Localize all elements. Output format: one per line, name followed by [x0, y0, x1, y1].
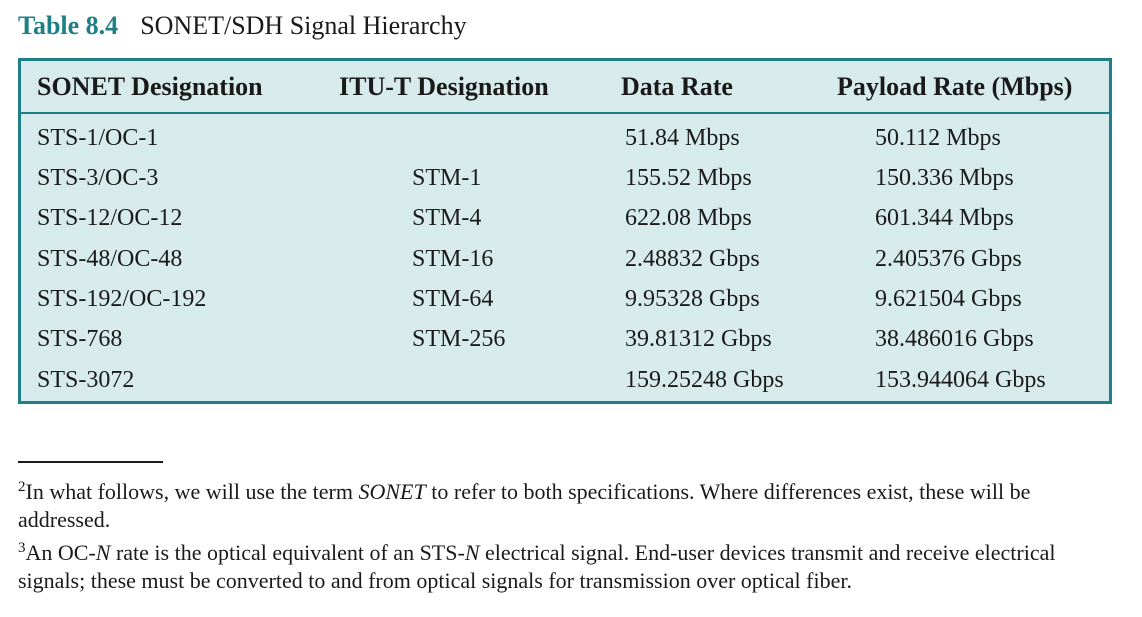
cell-payload-rate: 50.112 Mbps — [875, 125, 1001, 151]
cell-sonet-designation: STS-3/OC-3 — [37, 165, 159, 191]
header-sonet-designation: SONET Designation — [37, 72, 263, 101]
header-payload-rate: Payload Rate (Mbps) — [837, 72, 1073, 101]
table-row: STS-12/OC-12 STM-4 622.08 Mbps 601.344 M… — [21, 198, 1109, 238]
cell-itu-t-designation: STM-1 — [412, 165, 482, 191]
table-row: STS-3072 159.25248 Gbps 153.944064 Gbps — [21, 360, 1109, 400]
cell-itu-t-designation: STM-4 — [412, 205, 482, 231]
cell-itu-t-designation: STM-64 — [412, 286, 494, 312]
footnote-divider — [18, 461, 163, 463]
header-itu-t-designation: ITU-T Designation — [339, 72, 549, 101]
table-caption-label: Table 8.4 — [18, 11, 119, 40]
table-row: STS-192/OC-192 STM-64 9.95328 Gbps 9.621… — [21, 279, 1109, 319]
table-row: STS-768 STM-256 39.81312 Gbps 38.486016 … — [21, 319, 1109, 359]
cell-data-rate: 51.84 Mbps — [625, 125, 740, 151]
footnote-3-part3: electrical signal. End-user devices tran… — [18, 540, 1056, 593]
footnote-3-n1: N — [95, 540, 111, 565]
table-header-row: SONET Designation ITU-T Designation Data… — [21, 61, 1109, 114]
footnote-3-part2: rate is the optical equivalent of an STS… — [110, 540, 465, 565]
footnote-2-number: 2 — [18, 479, 26, 495]
footnote-3-n2: N — [464, 540, 480, 565]
table-row: STS-3/OC-3 STM-1 155.52 Mbps 150.336 Mbp… — [21, 158, 1109, 198]
cell-data-rate: 9.95328 Gbps — [625, 286, 760, 312]
cell-payload-rate: 38.486016 Gbps — [875, 326, 1034, 352]
footnote-3-number: 3 — [18, 540, 26, 556]
cell-sonet-designation: STS-768 — [37, 326, 123, 352]
cell-payload-rate: 2.405376 Gbps — [875, 246, 1022, 272]
signal-hierarchy-table: SONET Designation ITU-T Designation Data… — [18, 58, 1112, 404]
cell-sonet-designation: STS-192/OC-192 — [37, 286, 207, 312]
cell-data-rate: 159.25248 Gbps — [625, 367, 784, 393]
cell-payload-rate: 150.336 Mbps — [875, 165, 1014, 191]
cell-data-rate: 622.08 Mbps — [625, 205, 752, 231]
cell-sonet-designation: STS-48/OC-48 — [37, 246, 183, 272]
footnote-2: 2In what follows, we will use the term S… — [18, 478, 1118, 534]
header-data-rate: Data Rate — [621, 72, 733, 101]
footnote-3-part1: An OC- — [25, 540, 96, 565]
footnote-3: 3An OC-N rate is the optical equivalent … — [18, 539, 1118, 595]
cell-itu-t-designation: STM-256 — [412, 326, 506, 352]
footnote-2-term: SONET — [358, 479, 426, 504]
footnote-2-text-before: In what follows, we will use the term — [25, 479, 359, 504]
cell-data-rate: 2.48832 Gbps — [625, 246, 760, 272]
table-row: STS-1/OC-1 51.84 Mbps 50.112 Mbps — [21, 118, 1109, 158]
cell-data-rate: 39.81312 Gbps — [625, 326, 772, 352]
table-caption: Table 8.4 SONET/SDH Signal Hierarchy — [18, 10, 467, 42]
cell-sonet-designation: STS-3072 — [37, 367, 135, 393]
cell-payload-rate: 601.344 Mbps — [875, 205, 1014, 231]
cell-payload-rate: 153.944064 Gbps — [875, 367, 1046, 393]
cell-sonet-designation: STS-1/OC-1 — [37, 125, 159, 151]
cell-itu-t-designation: STM-16 — [412, 246, 494, 272]
table-row: STS-48/OC-48 STM-16 2.48832 Gbps 2.40537… — [21, 239, 1109, 279]
cell-sonet-designation: STS-12/OC-12 — [37, 205, 183, 231]
cell-payload-rate: 9.621504 Gbps — [875, 286, 1022, 312]
table-caption-title: SONET/SDH Signal Hierarchy — [140, 11, 467, 40]
footnote-2-text-after: to refer to both specifications. Where d… — [18, 479, 1031, 532]
cell-data-rate: 155.52 Mbps — [625, 165, 752, 191]
